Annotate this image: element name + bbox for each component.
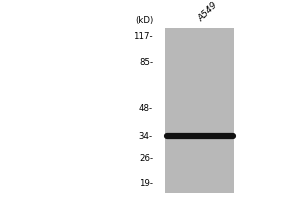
Text: 117-: 117- [134, 32, 153, 41]
Text: 26-: 26- [139, 154, 153, 163]
Text: 85-: 85- [139, 58, 153, 67]
Text: 19-: 19- [139, 179, 153, 188]
Text: 48-: 48- [139, 104, 153, 113]
Text: (kD): (kD) [135, 16, 153, 25]
Text: 34-: 34- [139, 132, 153, 141]
Text: A549: A549 [197, 0, 220, 23]
Bar [165, 28, 234, 193]
